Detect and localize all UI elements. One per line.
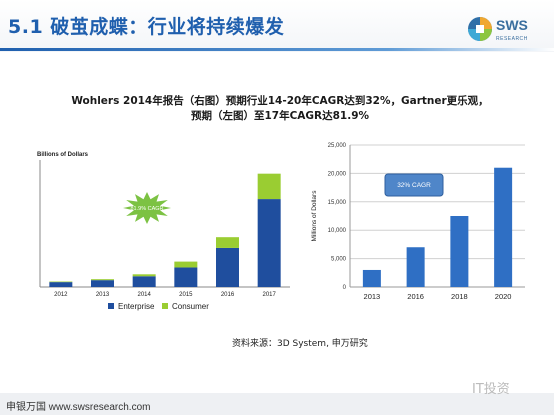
source-note: 资料来源：3D System, 申万研究 xyxy=(232,339,368,349)
logo-subtext: RESEARCH xyxy=(496,36,528,42)
x-tick-label: 2016 xyxy=(221,292,235,298)
cagr-annotation: 81.9% CAGR xyxy=(130,206,163,212)
cagr-callout xyxy=(384,173,444,197)
y-tick-label: 25,000 xyxy=(328,143,347,149)
bar-consumer-2012 xyxy=(49,281,73,283)
bar-2016 xyxy=(406,247,425,287)
title-bar xyxy=(0,0,554,52)
footer-url: 申银万国 www.swsresearch.com xyxy=(6,402,151,413)
legend-swatch-enterprise xyxy=(108,303,114,309)
bar-enterprise-2016 xyxy=(216,247,239,287)
y-tick-label: 15,000 xyxy=(328,200,347,206)
bar-2018 xyxy=(450,216,469,287)
watermark-text: IT投资 xyxy=(472,382,510,397)
slide-title: 5.1 破茧成蝶：行业将持续爆发 xyxy=(8,16,285,38)
bar-enterprise-2013 xyxy=(91,280,114,287)
x-tick-label: 2013 xyxy=(364,292,381,301)
y-tick-label: 20,000 xyxy=(328,171,347,177)
bar-consumer-2016 xyxy=(216,237,239,248)
title-divider xyxy=(0,48,554,51)
headline-line-2: 预期（左图）至17年CAGR达81.9% xyxy=(190,110,370,122)
bar-consumer-2015 xyxy=(174,261,198,268)
logo-text: SWS xyxy=(496,17,528,33)
x-tick-label: 2013 xyxy=(96,292,110,298)
headline-line-1: Wohlers 2014年报告（右图）预期行业14-20年CAGR达到32%，G… xyxy=(71,95,489,107)
legend-label-enterprise: Enterprise xyxy=(118,302,155,311)
bar-enterprise-2014 xyxy=(132,276,156,287)
legend-label-consumer: Consumer xyxy=(172,302,209,311)
legend-swatch-consumer xyxy=(162,303,168,309)
x-tick-label: 2016 xyxy=(407,292,424,301)
cagr-annotation: 32% CAGR xyxy=(397,182,431,189)
x-tick-label: 2015 xyxy=(179,292,193,298)
x-tick-label: 2017 xyxy=(262,292,276,298)
y-tick-label: 10,000 xyxy=(328,228,347,234)
bar-enterprise-2017 xyxy=(257,199,281,287)
y-tick-label: 5,000 xyxy=(331,257,347,263)
logo-mark-icon xyxy=(468,17,492,41)
bar-enterprise-2015 xyxy=(174,267,198,287)
footer-bar xyxy=(0,393,554,415)
y-axis-label: Millions of Dollars xyxy=(311,190,318,242)
bar-consumer-2017 xyxy=(257,173,281,200)
bar-2020 xyxy=(494,167,513,287)
headline: Wohlers 2014年报告（右图）预期行业14-20年CAGR达到32%，G… xyxy=(60,94,500,124)
y-tick-label: 0 xyxy=(343,285,347,291)
x-tick-label: 2012 xyxy=(54,292,68,298)
y-axis-label: Billions of Dollars xyxy=(37,152,89,158)
sws-logo: SWS RESEARCH xyxy=(467,14,547,48)
bar-2013 xyxy=(362,269,381,287)
x-tick-label: 2014 xyxy=(137,292,151,298)
bar-enterprise-2012 xyxy=(49,282,73,287)
x-tick-label: 2020 xyxy=(495,292,512,301)
x-tick-label: 2018 xyxy=(451,292,468,301)
bar-consumer-2014 xyxy=(132,274,156,277)
cagr-starburst xyxy=(123,192,171,224)
bar-consumer-2013 xyxy=(91,279,114,281)
